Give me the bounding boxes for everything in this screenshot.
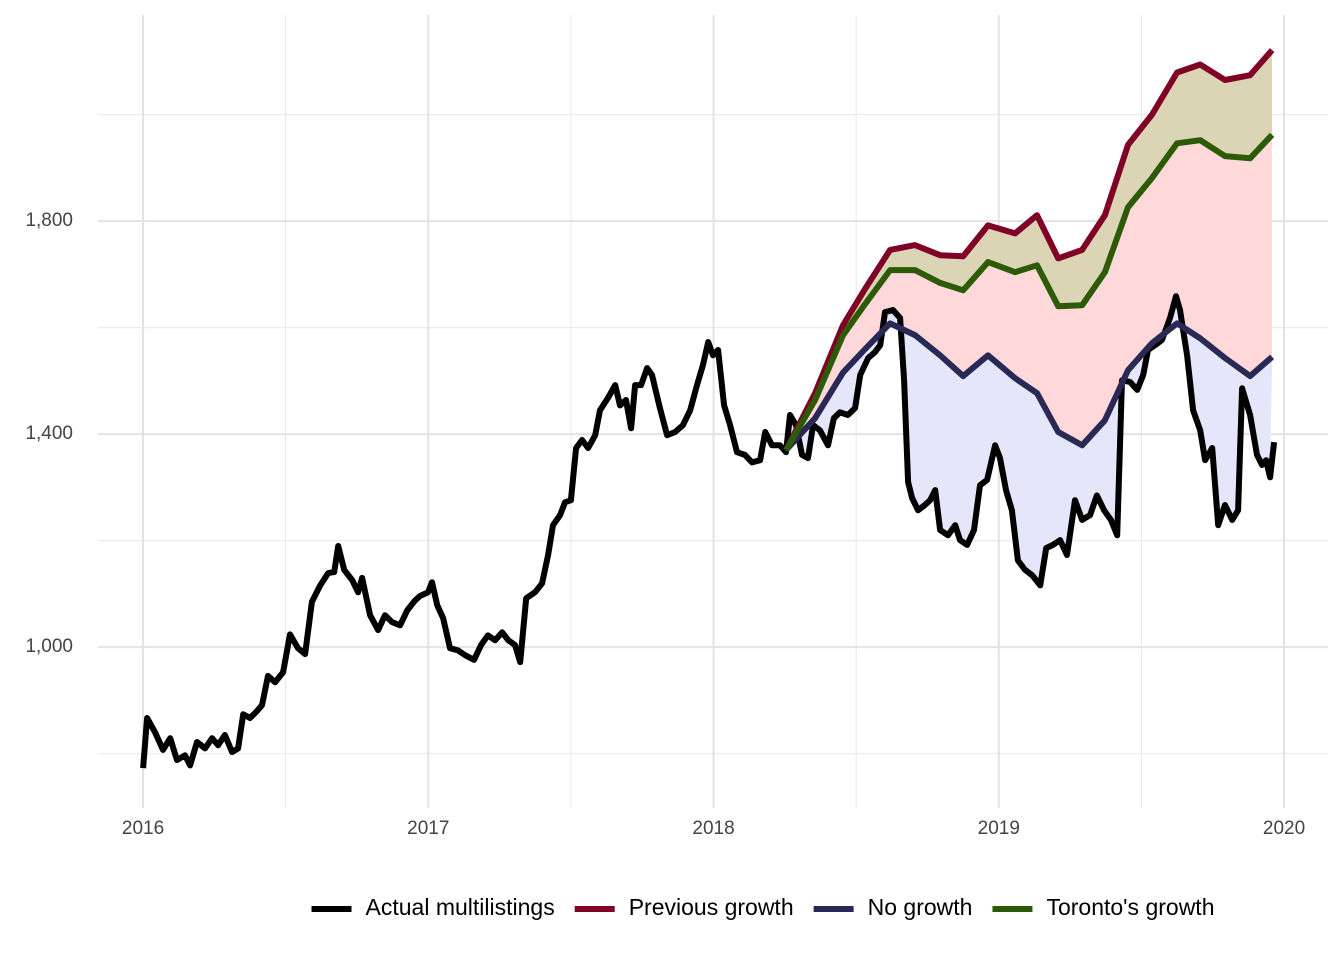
y-tick-label: 1,400 bbox=[25, 423, 73, 444]
legend-label: Toronto's growth bbox=[1046, 894, 1214, 920]
legend-label: Actual multilistings bbox=[366, 894, 555, 920]
series-line bbox=[783, 132, 1275, 452]
ribbon bbox=[786, 134, 1273, 451]
x-tick-label: 2018 bbox=[692, 818, 734, 839]
series-line bbox=[783, 320, 1275, 453]
legend-label: No growth bbox=[868, 894, 973, 920]
series-line bbox=[783, 48, 1275, 452]
legend-label: Previous growth bbox=[629, 894, 794, 920]
x-tick-label: 2020 bbox=[1263, 818, 1305, 839]
ribbon bbox=[786, 296, 1273, 586]
x-tick-label: 2019 bbox=[978, 818, 1020, 839]
y-tick-label: 1,800 bbox=[25, 210, 73, 231]
x-tick-label: 2016 bbox=[122, 818, 164, 839]
ribbon bbox=[786, 50, 1273, 451]
x-tick-label: 2017 bbox=[407, 818, 449, 839]
y-tick-label: 1,000 bbox=[25, 636, 73, 657]
legend: Actual multilistings Previous growth No gr… bbox=[311, 894, 1214, 920]
series-line bbox=[140, 293, 1278, 769]
